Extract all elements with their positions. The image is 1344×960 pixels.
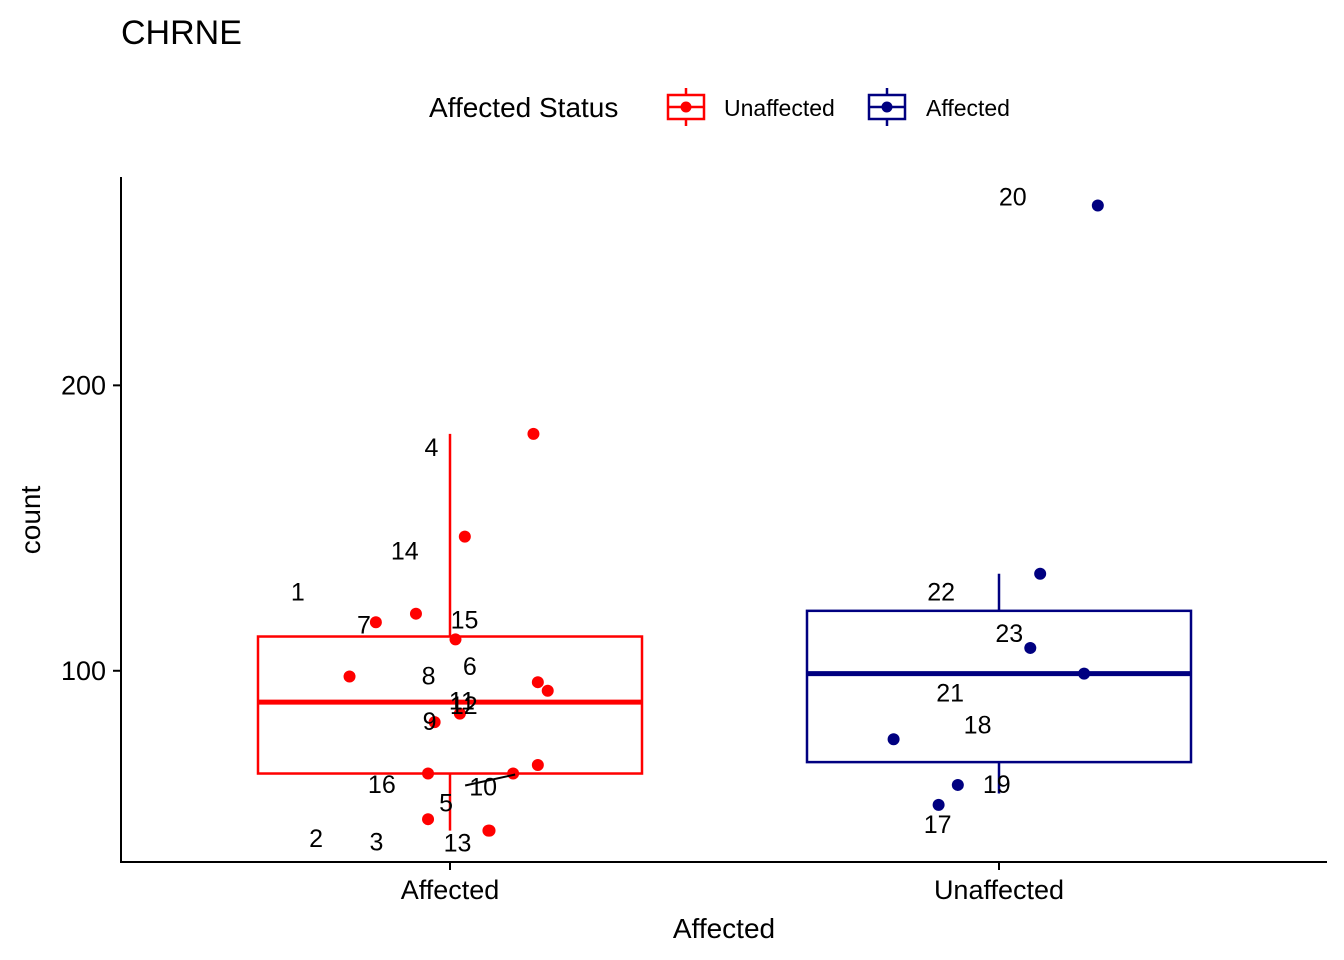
point-label-9: 9 [423,708,437,736]
point-label-12: 12 [450,692,478,720]
point-label-8: 8 [422,662,436,690]
point-label-3: 3 [369,829,383,857]
box-unaffected [805,609,1193,764]
y-tick-label: 200 [61,370,106,400]
point-label-23: 23 [995,620,1023,648]
point-label-15: 15 [451,606,479,634]
data-point-21 [1078,667,1091,680]
point-label-5: 5 [439,790,453,818]
x-tick-label-unaffected: Unaffected [934,875,1064,905]
point-label-6: 6 [463,653,477,681]
x-axis-title: Affected [673,913,775,944]
data-point-10 [507,767,520,780]
point-label-19: 19 [983,771,1011,799]
point-label-13: 13 [444,830,472,858]
legend-title: Affected Status [429,92,618,123]
data-point-7 [409,607,422,620]
point-label-18: 18 [964,711,992,739]
point-label-2: 2 [309,825,323,853]
point-label-21: 21 [936,680,964,708]
data-point-14 [458,530,471,543]
data-point-18 [887,733,900,746]
data-point-6 [531,676,544,689]
data-point-17 [932,798,945,811]
x-tick-label-affected: Affected [401,875,500,905]
point-label-11: 11 [449,688,475,716]
data-point-8 [343,670,356,683]
data-point-15 [449,633,462,646]
point-label-20: 20 [999,184,1027,212]
point-label-22: 22 [927,579,955,607]
legend-key-affected [867,88,907,126]
point-label-7: 7 [357,612,371,640]
legend: Affected Status Unaffected Affected [429,88,1010,126]
data-point-22 [1034,567,1047,580]
point-label-1: 1 [291,578,305,606]
y-tick-label: 100 [61,656,106,686]
leader-line-10 [464,773,516,787]
data-point-20 [1091,199,1104,212]
box-affected [256,635,644,775]
point-label-17: 17 [924,811,952,839]
legend-key-unaffected [666,88,706,126]
data-point-1 [369,616,382,629]
y-axis-title: count [15,486,46,555]
data-point-9 [428,716,441,729]
points-layer [343,199,1104,837]
point-label-14: 14 [391,538,419,566]
data-point-16 [531,758,544,771]
data-point-4 [527,427,540,440]
data-point-11 [453,707,466,720]
legend-label-unaffected: Unaffected [724,95,835,121]
point-label-4: 4 [424,434,438,462]
boxes-layer [256,433,1193,831]
data-point-12 [541,684,554,697]
legend-label-affected: Affected [926,95,1010,121]
chart-title: CHRNE [121,14,242,52]
data-point-13 [483,824,496,837]
data-point-2 [422,813,435,826]
data-point-23 [1024,641,1037,654]
data-point-19 [951,778,964,791]
point-label-16: 16 [368,771,396,799]
point-label-10: 10 [469,774,497,802]
data-point-5 [422,767,435,780]
